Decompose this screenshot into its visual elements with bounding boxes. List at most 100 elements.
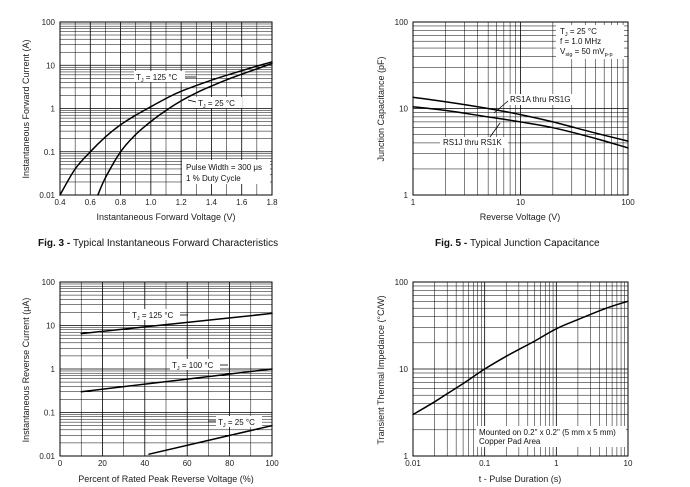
chart-2-x-ticks: 1 10 100 <box>411 198 635 207</box>
chart-1-y-tick-label: 100 <box>42 18 56 27</box>
chart-3-x-tick-label: 0 <box>58 459 63 468</box>
chart-1-y-tick-label: 10 <box>46 61 55 70</box>
chart-3-annotation-tj25: TJ = 25 °C <box>208 416 262 429</box>
chart-2-series-line-2 <box>412 105 629 149</box>
chart-3-x-tick-label: 40 <box>140 459 149 468</box>
chart-4-y-tick-label: 10 <box>399 365 408 374</box>
chart-4-x-tick-label: 10 <box>624 459 633 468</box>
chart-1-series <box>59 61 273 196</box>
svg-text:Pulse Width = 300 μs: Pulse Width = 300 μs <box>186 163 262 172</box>
chart-1-x-tick-label: 1.6 <box>236 198 248 207</box>
svg-text:RS1J thru RS1K: RS1J thru RS1K <box>443 138 502 147</box>
chart-1-caption: Fig. 3 - Typical Instantaneous Forward C… <box>38 238 278 249</box>
chart-3-y-tick-label: 1 <box>51 365 56 374</box>
chart-1-y-ticks: 0.01 0.1 1 10 100 <box>39 18 55 200</box>
chart-4-series <box>412 300 629 416</box>
chart-2-series-line-1 <box>412 96 629 142</box>
chart-1-series-line-1 <box>59 61 273 196</box>
chart-1-x-tick-label: 1.8 <box>266 198 278 207</box>
chart-2-annotation-rs1j: RS1J thru RS1K <box>440 122 508 148</box>
chart-3-x-tick-label: 20 <box>98 459 107 468</box>
svg-text:TJ = 25 °C: TJ = 25 °C <box>198 99 235 110</box>
chart-thermal-impedance: 0.01 0.1 1 10 1 10 100 t - Pulse Duration (s)… <box>376 278 633 484</box>
chart-3-y-tick-label: 100 <box>42 278 56 287</box>
chart-3-series-line-1 <box>80 312 273 335</box>
chart-3-x-tick-label: 80 <box>225 459 234 468</box>
chart-3-y-axis-label: Instantaneous Reverse Current (μA) <box>21 298 31 443</box>
chart-1-x-ticks: 0.4 0.6 0.8 1.0 1.2 1.4 1.6 1.8 <box>54 198 278 207</box>
chart-2-series <box>412 96 629 149</box>
chart-1-x-tick-label: 0.4 <box>54 198 66 207</box>
chart-1-series-line-2 <box>97 62 273 196</box>
chart-4-y-axis-label: Transient Thermal Impedance (°C/W) <box>376 295 386 444</box>
chart-4-x-tick-label: 0.01 <box>405 459 421 468</box>
chart-1-x-tick-label: 0.8 <box>115 198 127 207</box>
chart-4-x-tick-label: 1 <box>554 459 559 468</box>
chart-2-y-tick-label: 10 <box>399 105 408 114</box>
svg-text:TJ = 25 °C: TJ = 25 °C <box>218 418 255 429</box>
svg-text:TJ = 125 °C: TJ = 125 °C <box>136 73 178 84</box>
chart-1-y-tick-label: 0.1 <box>44 148 56 157</box>
chart-1-y-tick-label: 0.01 <box>39 191 55 200</box>
chart-3-annotation-tj100: TJ = 100 °C <box>170 359 228 372</box>
chart-1-annotation-tj25: TJ = 25 °C <box>187 97 242 110</box>
svg-text:Vsig = 50 mVp-p: Vsig = 50 mVp-p <box>560 47 613 58</box>
chart-1-annotation-tj125: TJ = 125 °C <box>134 71 196 84</box>
svg-text:f = 1.0 MHz: f = 1.0 MHz <box>560 37 601 46</box>
svg-text:Mounted on 0.2" x 0.2" (5 mm x: Mounted on 0.2" x 0.2" (5 mm x 5 mm) <box>479 428 616 437</box>
chart-2-y-axis-label: Junction Capacitance (pF) <box>376 56 386 161</box>
chart-3-grid <box>59 281 273 457</box>
chart-3-x-axis-label: Percent of Rated Peak Reverse Voltage (%… <box>78 474 254 484</box>
chart-2-x-tick-label: 1 <box>411 198 416 207</box>
chart-4-y-tick-label: 100 <box>395 278 409 287</box>
chart-1-y-axis-label: Instantaneous Forward Current (A) <box>21 39 31 178</box>
chart-4-y-ticks: 1 10 100 <box>395 278 409 461</box>
chart-3-y-ticks: 0.01 0.1 1 10 100 <box>39 278 55 461</box>
chart-3-y-tick-label: 0.1 <box>44 409 56 418</box>
chart-3-x-ticks: 0 20 40 60 80 100 <box>58 459 279 468</box>
chart-2-y-tick-label: 1 <box>404 191 409 200</box>
chart-3-series-line-3 <box>148 424 273 455</box>
svg-text:TJ = 100 °C: TJ = 100 °C <box>172 361 214 372</box>
svg-text:RS1A thru RS1G: RS1A thru RS1G <box>510 95 570 104</box>
chart-4-x-axis-label: t - Pulse Duration (s) <box>479 474 562 484</box>
chart-forward-characteristics: 0.4 0.6 0.8 1.0 1.2 1.4 1.6 1.8 0.01 0.1 1 10 100 I… <box>21 18 278 249</box>
chart-3-x-tick-label: 60 <box>183 459 192 468</box>
chart-3-y-tick-label: 0.01 <box>39 452 55 461</box>
chart-1-x-axis-label: Instantaneous Forward Voltage (V) <box>96 212 235 222</box>
chart-3-series-line-2 <box>80 368 273 393</box>
chart-2-x-axis-label: Reverse Voltage (V) <box>480 212 561 222</box>
chart-4-series-line-1 <box>412 300 629 416</box>
svg-text:Copper Pad Area: Copper Pad Area <box>479 437 541 446</box>
chart-3-x-tick-label: 100 <box>265 459 279 468</box>
chart-2-annotation-rs1a: RS1A thru RS1G <box>493 94 578 114</box>
chart-2-annotation-conditions: TJ = 25 °C f = 1.0 MHz Vsig = 50 mVp-p <box>556 25 624 59</box>
chart-2-caption: Fig. 5 - Typical Junction Capacitance <box>435 238 600 249</box>
chart-junction-capacitance: 1 10 100 1 10 100 Reverse Voltage (V) Juncti… <box>376 18 635 249</box>
chart-1-x-tick-label: 1.0 <box>145 198 157 207</box>
chart-4-frame <box>412 281 629 457</box>
chart-1-x-tick-label: 0.6 <box>85 198 97 207</box>
chart-2-frame <box>412 21 629 196</box>
chart-3-annotation-tj125: TJ = 125 °C <box>130 309 188 322</box>
chart-reverse-current: 0 20 40 60 80 100 0.01 0.1 1 10 100 Percent of Ra… <box>21 278 279 484</box>
chart-4-y-tick-label: 1 <box>404 452 409 461</box>
chart-1-x-tick-label: 1.4 <box>206 198 218 207</box>
chart-1-frame <box>59 21 273 196</box>
chart-3-series <box>80 312 273 455</box>
svg-text:1 % Duty Cycle: 1 % Duty Cycle <box>186 174 241 183</box>
chart-2-x-tick-label: 10 <box>516 198 525 207</box>
chart-1-annotation-pulse: Pulse Width = 300 μs 1 % Duty Cycle <box>182 160 270 184</box>
chart-4-x-ticks: 0.01 0.1 1 10 <box>405 459 633 468</box>
chart-2-x-tick-label: 100 <box>621 198 635 207</box>
svg-text:TJ = 25 °C: TJ = 25 °C <box>560 27 597 38</box>
chart-2-y-tick-label: 100 <box>395 18 409 27</box>
chart-4-annotation-mounting: Mounted on 0.2" x 0.2" (5 mm x 5 mm) Cop… <box>476 426 626 447</box>
chart-2-y-ticks: 1 10 100 <box>395 18 409 200</box>
chart-3-y-tick-label: 10 <box>46 322 55 331</box>
chart-4-x-tick-label: 0.1 <box>479 459 491 468</box>
chart-1-x-tick-label: 1.2 <box>176 198 188 207</box>
chart-1-y-tick-label: 1 <box>51 105 56 114</box>
svg-text:TJ = 125 °C: TJ = 125 °C <box>132 311 174 322</box>
